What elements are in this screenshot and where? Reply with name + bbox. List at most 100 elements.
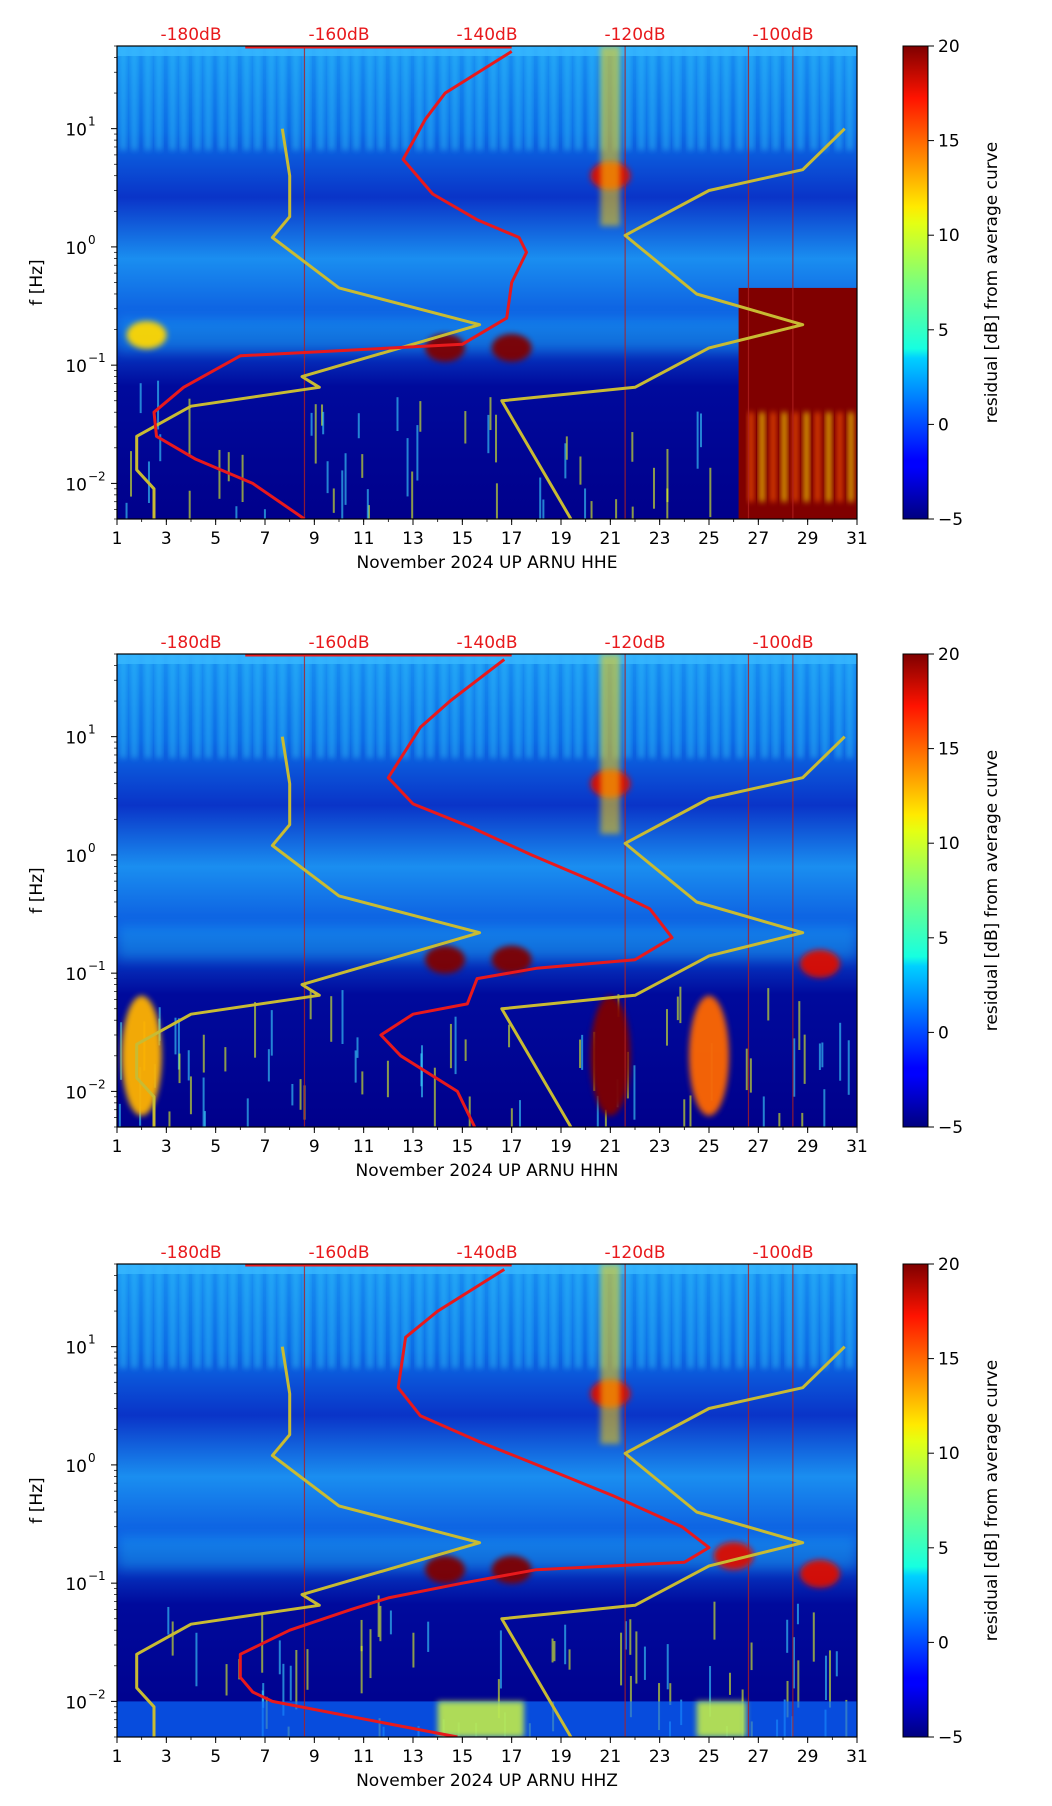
- energy-feature: [425, 945, 466, 974]
- x-tick-label: 23: [649, 1747, 671, 1767]
- transient-streak: [579, 1039, 582, 1068]
- y-tick-label: 10: [65, 1575, 87, 1595]
- colorbar-tick-label: 0: [938, 1633, 949, 1653]
- diurnal-streak: [501, 654, 507, 759]
- diurnal-streak: [712, 1264, 718, 1369]
- diurnal-streak: [526, 46, 532, 151]
- transient-streak: [314, 404, 317, 464]
- x-tick-label: 13: [402, 529, 424, 549]
- transient-streak: [497, 1679, 500, 1719]
- diurnal-streak: [367, 46, 373, 151]
- transient-streak: [792, 1637, 795, 1689]
- transient-streak: [564, 1624, 567, 1665]
- transient-streak: [157, 380, 160, 430]
- transient-streak: [178, 1053, 181, 1084]
- transient-streak: [202, 1077, 205, 1127]
- transient-streak: [309, 989, 312, 1020]
- diurnal-streak: [378, 46, 384, 151]
- transient-streak: [449, 1023, 452, 1069]
- x-tick-label: 27: [748, 1747, 770, 1767]
- diurnal-streak: [170, 654, 176, 759]
- transient-streak: [464, 411, 467, 444]
- transient-streak: [762, 1096, 765, 1127]
- spectrogram: [117, 46, 857, 519]
- x-tick-label: 9: [309, 1137, 320, 1157]
- diurnal-streak: [293, 46, 299, 151]
- diurnal-streak: [268, 654, 274, 759]
- transient-streak: [489, 397, 492, 431]
- db-scale-label: -140dB: [456, 25, 517, 45]
- diurnal-streak: [342, 1264, 348, 1369]
- spectrogram-background: [117, 654, 857, 1127]
- transient-streak: [796, 1603, 799, 1625]
- transient-streak: [341, 470, 344, 519]
- diurnal-streak: [797, 1264, 803, 1369]
- diurnal-streak: [120, 654, 126, 759]
- spectrogram: [117, 654, 857, 1127]
- diurnal-streak: [219, 654, 225, 759]
- transient-streak: [356, 1037, 359, 1058]
- x-tick-label: 1: [112, 529, 123, 549]
- diurnal-streak: [773, 654, 779, 759]
- transient-streak: [824, 1655, 827, 1701]
- diurnal-streak: [156, 654, 162, 759]
- transient-streak: [821, 1042, 824, 1068]
- transient-streak: [579, 456, 582, 485]
- diurnal-streak: [847, 654, 853, 759]
- x-tick-label: 29: [797, 529, 819, 549]
- diurnal-streak: [688, 46, 694, 151]
- diurnal-streak: [304, 1264, 310, 1369]
- transient-streak: [495, 414, 498, 463]
- yellow-noise-model-right: [500, 127, 846, 519]
- diurnal-streak: [255, 654, 261, 759]
- transient-streak: [202, 1034, 205, 1073]
- diurnal-streak: [515, 654, 521, 759]
- diurnal-streak: [170, 1264, 176, 1369]
- yellow-noise-model-right: [500, 735, 846, 1127]
- x-tick-label: 21: [600, 1137, 622, 1157]
- y-tick-label: 10: [65, 965, 87, 985]
- x-tick-label: 17: [501, 529, 523, 549]
- diurnal-streak: [699, 46, 705, 151]
- diurnal-streak: [564, 1264, 570, 1369]
- diurnal-streak: [663, 1264, 669, 1369]
- diurnal-streak: [526, 654, 532, 759]
- diurnal-streak: [255, 46, 261, 151]
- transient-streak: [177, 1018, 180, 1070]
- x-tick-label: 5: [210, 1747, 221, 1767]
- diurnal-streak: [441, 1264, 447, 1369]
- diurnal-streak: [540, 46, 546, 151]
- saturated-streak: [826, 412, 832, 502]
- yellow-noise-model-left: [135, 128, 482, 519]
- transient-streak: [745, 1048, 748, 1091]
- transient-streak: [786, 1680, 789, 1718]
- diurnal-streak: [811, 1264, 817, 1369]
- y-tick-label: 10: [65, 239, 87, 259]
- diurnal-streak: [688, 1264, 694, 1369]
- energy-feature: [491, 333, 532, 362]
- colorbar-label: residual [dB] from average curve: [982, 142, 1002, 423]
- diurnal-streak: [847, 46, 853, 151]
- diurnal-streak: [318, 1264, 324, 1369]
- diurnal-streak: [120, 1264, 126, 1369]
- y-tick-exponent: 1: [88, 1333, 96, 1347]
- colorbar-label: residual [dB] from average curve: [982, 750, 1002, 1031]
- transient-streak: [167, 1606, 170, 1635]
- colorbar-tick-label: 20: [938, 37, 960, 57]
- y-axis-label: f [Hz]: [27, 259, 47, 305]
- y-tick-label: 10: [65, 475, 87, 495]
- transient-streak: [699, 413, 702, 448]
- transient-streak: [357, 413, 360, 439]
- transient-streak: [542, 499, 545, 519]
- transient-streak: [624, 1621, 627, 1650]
- yellow-noise-model-left: [135, 1346, 482, 1737]
- transient-streak: [341, 990, 344, 1044]
- transient-streak: [139, 383, 142, 414]
- diurnal-streak: [466, 46, 472, 151]
- diurnal-streak: [748, 654, 754, 759]
- transient-streak: [750, 1642, 753, 1671]
- db-scale-label: -120dB: [604, 633, 665, 653]
- transient-streak: [412, 1632, 415, 1668]
